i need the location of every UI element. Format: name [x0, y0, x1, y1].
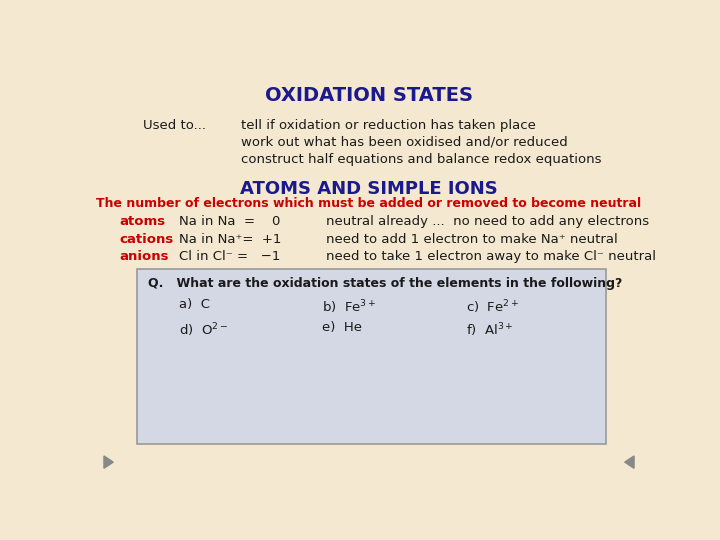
Text: b)  Fe$^{3+}$: b) Fe$^{3+}$ — [323, 298, 377, 316]
Text: need to add 1 electron to make Na⁺ neutral: need to add 1 electron to make Na⁺ neutr… — [326, 233, 618, 246]
Text: e)  He: e) He — [323, 321, 362, 334]
Text: ATOMS AND SIMPLE IONS: ATOMS AND SIMPLE IONS — [240, 180, 498, 198]
Polygon shape — [104, 456, 113, 468]
Text: f)  Al$^{3+}$: f) Al$^{3+}$ — [466, 321, 513, 339]
Text: construct half equations and balance redox equations: construct half equations and balance red… — [241, 153, 602, 166]
Text: cations: cations — [120, 233, 174, 246]
Text: Q.   What are the oxidation states of the elements in the following?: Q. What are the oxidation states of the … — [148, 276, 623, 289]
Text: a)  C: a) C — [179, 298, 210, 311]
Text: neutral already ...  no need to add any electrons: neutral already ... no need to add any e… — [326, 215, 649, 228]
Text: work out what has been oxidised and/or reduced: work out what has been oxidised and/or r… — [241, 136, 568, 148]
Text: Na in Na  =    0: Na in Na = 0 — [179, 215, 281, 228]
Text: OXIDATION STATES: OXIDATION STATES — [265, 86, 473, 105]
Text: Cl in Cl⁻ =   −1: Cl in Cl⁻ = −1 — [179, 251, 281, 264]
Text: The number of electrons which must be added or removed to become neutral: The number of electrons which must be ad… — [96, 197, 642, 210]
Text: Na in Na⁺=  +1: Na in Na⁺= +1 — [179, 233, 282, 246]
Text: d)  O$^{2-}$: d) O$^{2-}$ — [179, 321, 228, 339]
Text: tell if oxidation or reduction has taken place: tell if oxidation or reduction has taken… — [241, 119, 536, 132]
FancyBboxPatch shape — [137, 269, 606, 444]
Text: anions: anions — [120, 251, 169, 264]
Polygon shape — [625, 456, 634, 468]
Text: need to take 1 electron away to make Cl⁻ neutral: need to take 1 electron away to make Cl⁻… — [326, 251, 657, 264]
Text: Used to...: Used to... — [143, 119, 206, 132]
Text: c)  Fe$^{2+}$: c) Fe$^{2+}$ — [466, 298, 519, 316]
Text: atoms: atoms — [120, 215, 166, 228]
